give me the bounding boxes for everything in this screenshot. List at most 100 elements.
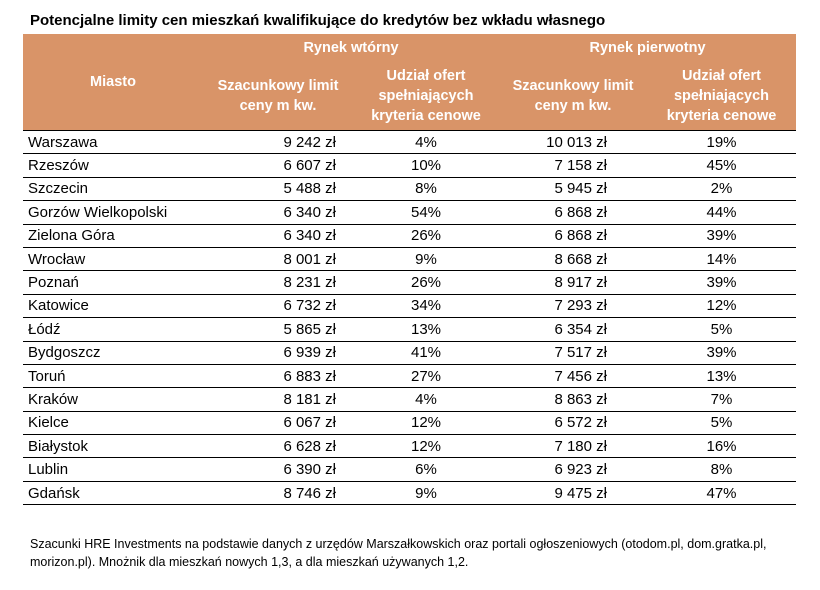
table-row: Łódź 5 865 zł 13% 6 354 zł 5% xyxy=(23,317,796,342)
cell-primary-share: 39% xyxy=(647,341,796,365)
cell-primary-share: 2% xyxy=(647,177,796,202)
cell-primary-share: 7% xyxy=(647,387,796,412)
table-row: Gdańsk 8 746 zł 9% 9 475 zł 47% xyxy=(23,481,796,506)
cell-city: Szczecin xyxy=(23,177,203,202)
cell-primary-limit: 6 354 zł xyxy=(499,317,647,342)
cell-city: Bydgoszcz xyxy=(23,341,203,365)
cell-secondary-share: 13% xyxy=(353,317,499,342)
cell-secondary-limit: 6 390 zł xyxy=(203,457,353,482)
table-row: Bydgoszcz 6 939 zł 41% 7 517 zł 39% xyxy=(23,341,796,365)
cell-secondary-share: 8% xyxy=(353,177,499,202)
cell-primary-limit: 6 572 zł xyxy=(499,411,647,436)
cell-primary-limit: 7 158 zł xyxy=(499,153,647,178)
cell-primary-share: 39% xyxy=(647,224,796,248)
cell-secondary-limit: 8 001 zł xyxy=(203,247,353,272)
table-row: Lublin 6 390 zł 6% 6 923 zł 8% xyxy=(23,457,796,482)
table-row: Rzeszów 6 607 zł 10% 7 158 zł 45% xyxy=(23,153,796,178)
cell-city: Katowice xyxy=(23,294,203,319)
table-row: Kraków 8 181 zł 4% 8 863 zł 7% xyxy=(23,387,796,412)
cell-primary-share: 19% xyxy=(647,129,796,155)
header-city: Miasto xyxy=(23,34,203,131)
table-row: Katowice 6 732 zł 34% 7 293 zł 12% xyxy=(23,294,796,319)
header-primary-limit: Szacunkowy limit ceny m kw. xyxy=(499,62,647,131)
cell-secondary-limit: 6 883 zł xyxy=(203,364,353,389)
cell-secondary-share: 54% xyxy=(353,200,499,225)
cell-secondary-limit: 8 231 zł xyxy=(203,270,353,295)
cell-secondary-limit: 6 067 zł xyxy=(203,411,353,436)
cell-primary-limit: 6 868 zł xyxy=(499,200,647,225)
cell-primary-share: 47% xyxy=(647,481,796,506)
cell-primary-share: 5% xyxy=(647,317,796,342)
cell-secondary-share: 34% xyxy=(353,294,499,319)
table-row: Poznań 8 231 zł 26% 8 917 zł 39% xyxy=(23,270,796,295)
table-row: Kielce 6 067 zł 12% 6 572 zł 5% xyxy=(23,411,796,436)
cell-city: Rzeszów xyxy=(23,153,203,178)
table-row: Toruń 6 883 zł 27% 7 456 zł 13% xyxy=(23,364,796,389)
cell-primary-limit: 10 013 zł xyxy=(499,129,647,155)
table-row: Białystok 6 628 zł 12% 7 180 zł 16% xyxy=(23,434,796,459)
cell-secondary-share: 26% xyxy=(353,224,499,248)
cell-secondary-share: 10% xyxy=(353,153,499,178)
cell-secondary-limit: 6 939 zł xyxy=(203,341,353,365)
cell-city: Kraków xyxy=(23,387,203,412)
cell-secondary-limit: 6 340 zł xyxy=(203,200,353,225)
cell-primary-share: 13% xyxy=(647,364,796,389)
cell-city: Łódź xyxy=(23,317,203,342)
cell-secondary-limit: 6 732 zł xyxy=(203,294,353,319)
cell-secondary-share: 26% xyxy=(353,270,499,295)
cell-city: Kielce xyxy=(23,411,203,436)
cell-primary-limit: 8 917 zł xyxy=(499,270,647,295)
cell-primary-limit: 8 863 zł xyxy=(499,387,647,412)
cell-secondary-share: 9% xyxy=(353,481,499,506)
cell-secondary-share: 6% xyxy=(353,457,499,482)
table-title: Potencjalne limity cen mieszkań kwalifik… xyxy=(30,12,606,29)
cell-secondary-limit: 9 242 zł xyxy=(203,129,353,155)
cell-primary-limit: 6 923 zł xyxy=(499,457,647,482)
cell-primary-limit: 7 180 zł xyxy=(499,434,647,459)
cell-secondary-limit: 5 865 zł xyxy=(203,317,353,342)
cell-primary-share: 45% xyxy=(647,153,796,178)
table-body: Warszawa 9 242 zł 4% 10 013 zł 19% Rzeszów 6 6… xyxy=(23,129,796,506)
cell-city: Wrocław xyxy=(23,247,203,272)
cell-primary-limit: 8 668 zł xyxy=(499,247,647,272)
cell-city: Toruń xyxy=(23,364,203,389)
header-secondary-limit: Szacunkowy limit ceny m kw. xyxy=(203,62,353,131)
cell-primary-limit: 5 945 zł xyxy=(499,177,647,202)
cell-primary-limit: 7 517 zł xyxy=(499,341,647,365)
cell-secondary-share: 4% xyxy=(353,129,499,155)
cell-city: Białystok xyxy=(23,434,203,459)
cell-city: Zielona Góra xyxy=(23,224,203,248)
cell-secondary-share: 12% xyxy=(353,411,499,436)
cell-primary-share: 5% xyxy=(647,411,796,436)
cell-secondary-limit: 8 181 zł xyxy=(203,387,353,412)
cell-secondary-limit: 5 488 zł xyxy=(203,177,353,202)
cell-secondary-limit: 6 340 zł xyxy=(203,224,353,248)
cell-secondary-share: 4% xyxy=(353,387,499,412)
cell-secondary-limit: 8 746 zł xyxy=(203,481,353,506)
header-primary-market: Rynek pierwotny xyxy=(499,34,796,62)
table-row: Gorzów Wielkopolski 6 340 zł 54% 6 868 zł 44… xyxy=(23,200,796,225)
table-row: Wrocław 8 001 zł 9% 8 668 zł 14% xyxy=(23,247,796,272)
cell-primary-limit: 9 475 zł xyxy=(499,481,647,506)
cell-primary-share: 12% xyxy=(647,294,796,319)
cell-secondary-share: 12% xyxy=(353,434,499,459)
cell-secondary-limit: 6 628 zł xyxy=(203,434,353,459)
cell-secondary-share: 41% xyxy=(353,341,499,365)
table-row: Szczecin 5 488 zł 8% 5 945 zł 2% xyxy=(23,177,796,202)
cell-city: Gdańsk xyxy=(23,481,203,506)
cell-secondary-share: 9% xyxy=(353,247,499,272)
cell-secondary-limit: 6 607 zł xyxy=(203,153,353,178)
table-row: Warszawa 9 242 zł 4% 10 013 zł 19% xyxy=(23,129,796,155)
cell-primary-share: 8% xyxy=(647,457,796,482)
cell-city: Gorzów Wielkopolski xyxy=(23,200,203,225)
header-secondary-share: Udział ofert spełniających kryteria ceno… xyxy=(353,62,499,131)
cell-primary-limit: 6 868 zł xyxy=(499,224,647,248)
cell-primary-share: 39% xyxy=(647,270,796,295)
header-secondary-market: Rynek wtórny xyxy=(203,34,499,62)
cell-primary-limit: 7 456 zł xyxy=(499,364,647,389)
cell-city: Warszawa xyxy=(23,129,203,155)
header-primary-share: Udział ofert spełniających kryteria ceno… xyxy=(647,62,796,131)
table-header: Miasto Rynek wtórny Rynek pierwotny Szac… xyxy=(23,34,796,131)
cell-primary-share: 16% xyxy=(647,434,796,459)
cell-city: Lublin xyxy=(23,457,203,482)
